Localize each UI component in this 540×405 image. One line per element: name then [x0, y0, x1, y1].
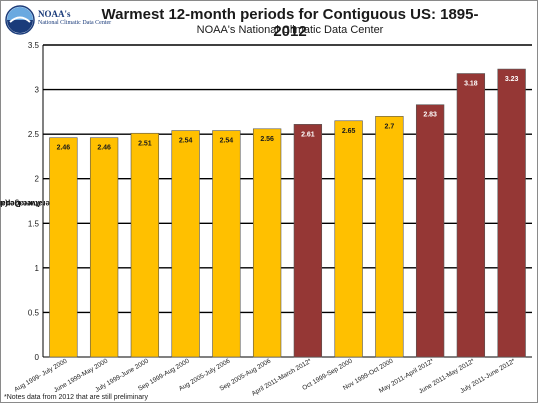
- data-label: 2.65: [342, 128, 356, 135]
- y-tick-label: 3.5: [28, 41, 40, 50]
- logo-name: NOAA's: [38, 9, 71, 19]
- y-tick-label: 0: [35, 353, 40, 362]
- bar: [171, 130, 200, 358]
- bar: [252, 128, 282, 358]
- chart-subtitle: NOAA's National Climatic Data Center: [196, 24, 384, 36]
- data-label: 2.56: [260, 136, 274, 143]
- bar: [293, 124, 323, 358]
- chart-title: Warmest 12-month periods for Contiguous …: [101, 6, 479, 40]
- data-label: 2.7: [385, 123, 395, 130]
- noaa-logo-icon: [5, 5, 35, 35]
- bar: [415, 104, 445, 358]
- y-tick-label: 2.5: [28, 130, 40, 139]
- data-label: 2.61: [301, 131, 315, 138]
- bar: [375, 116, 404, 358]
- y-tick-label: 1.5: [28, 219, 40, 228]
- data-label: 2.83: [423, 112, 437, 119]
- y-tick-label: 3: [35, 86, 40, 95]
- logo-subtitle: National Climatic Data Center: [38, 20, 112, 26]
- bar: [89, 137, 119, 358]
- bar: [49, 137, 78, 358]
- bar: [212, 130, 241, 358]
- data-label: 2.54: [179, 138, 193, 145]
- data-label: 2.46: [97, 145, 111, 152]
- y-tick-label: 0.5: [28, 308, 40, 317]
- bar: [456, 73, 486, 358]
- data-label: 3.23: [505, 76, 519, 83]
- data-label: 2.54: [220, 138, 234, 145]
- bar: [334, 120, 363, 358]
- logo-text: NOAA's National Climatic Data Center: [38, 9, 111, 26]
- data-label: 3.18: [464, 81, 478, 88]
- bar: [497, 68, 526, 358]
- data-label: 2.46: [57, 145, 71, 152]
- data-label: 2.51: [138, 140, 152, 147]
- bar: [130, 132, 160, 358]
- y-tick-label: 1: [35, 264, 40, 273]
- y-tick-label: 2: [35, 175, 40, 184]
- footnote: *Notes data from 2012 that are still pre…: [4, 394, 148, 401]
